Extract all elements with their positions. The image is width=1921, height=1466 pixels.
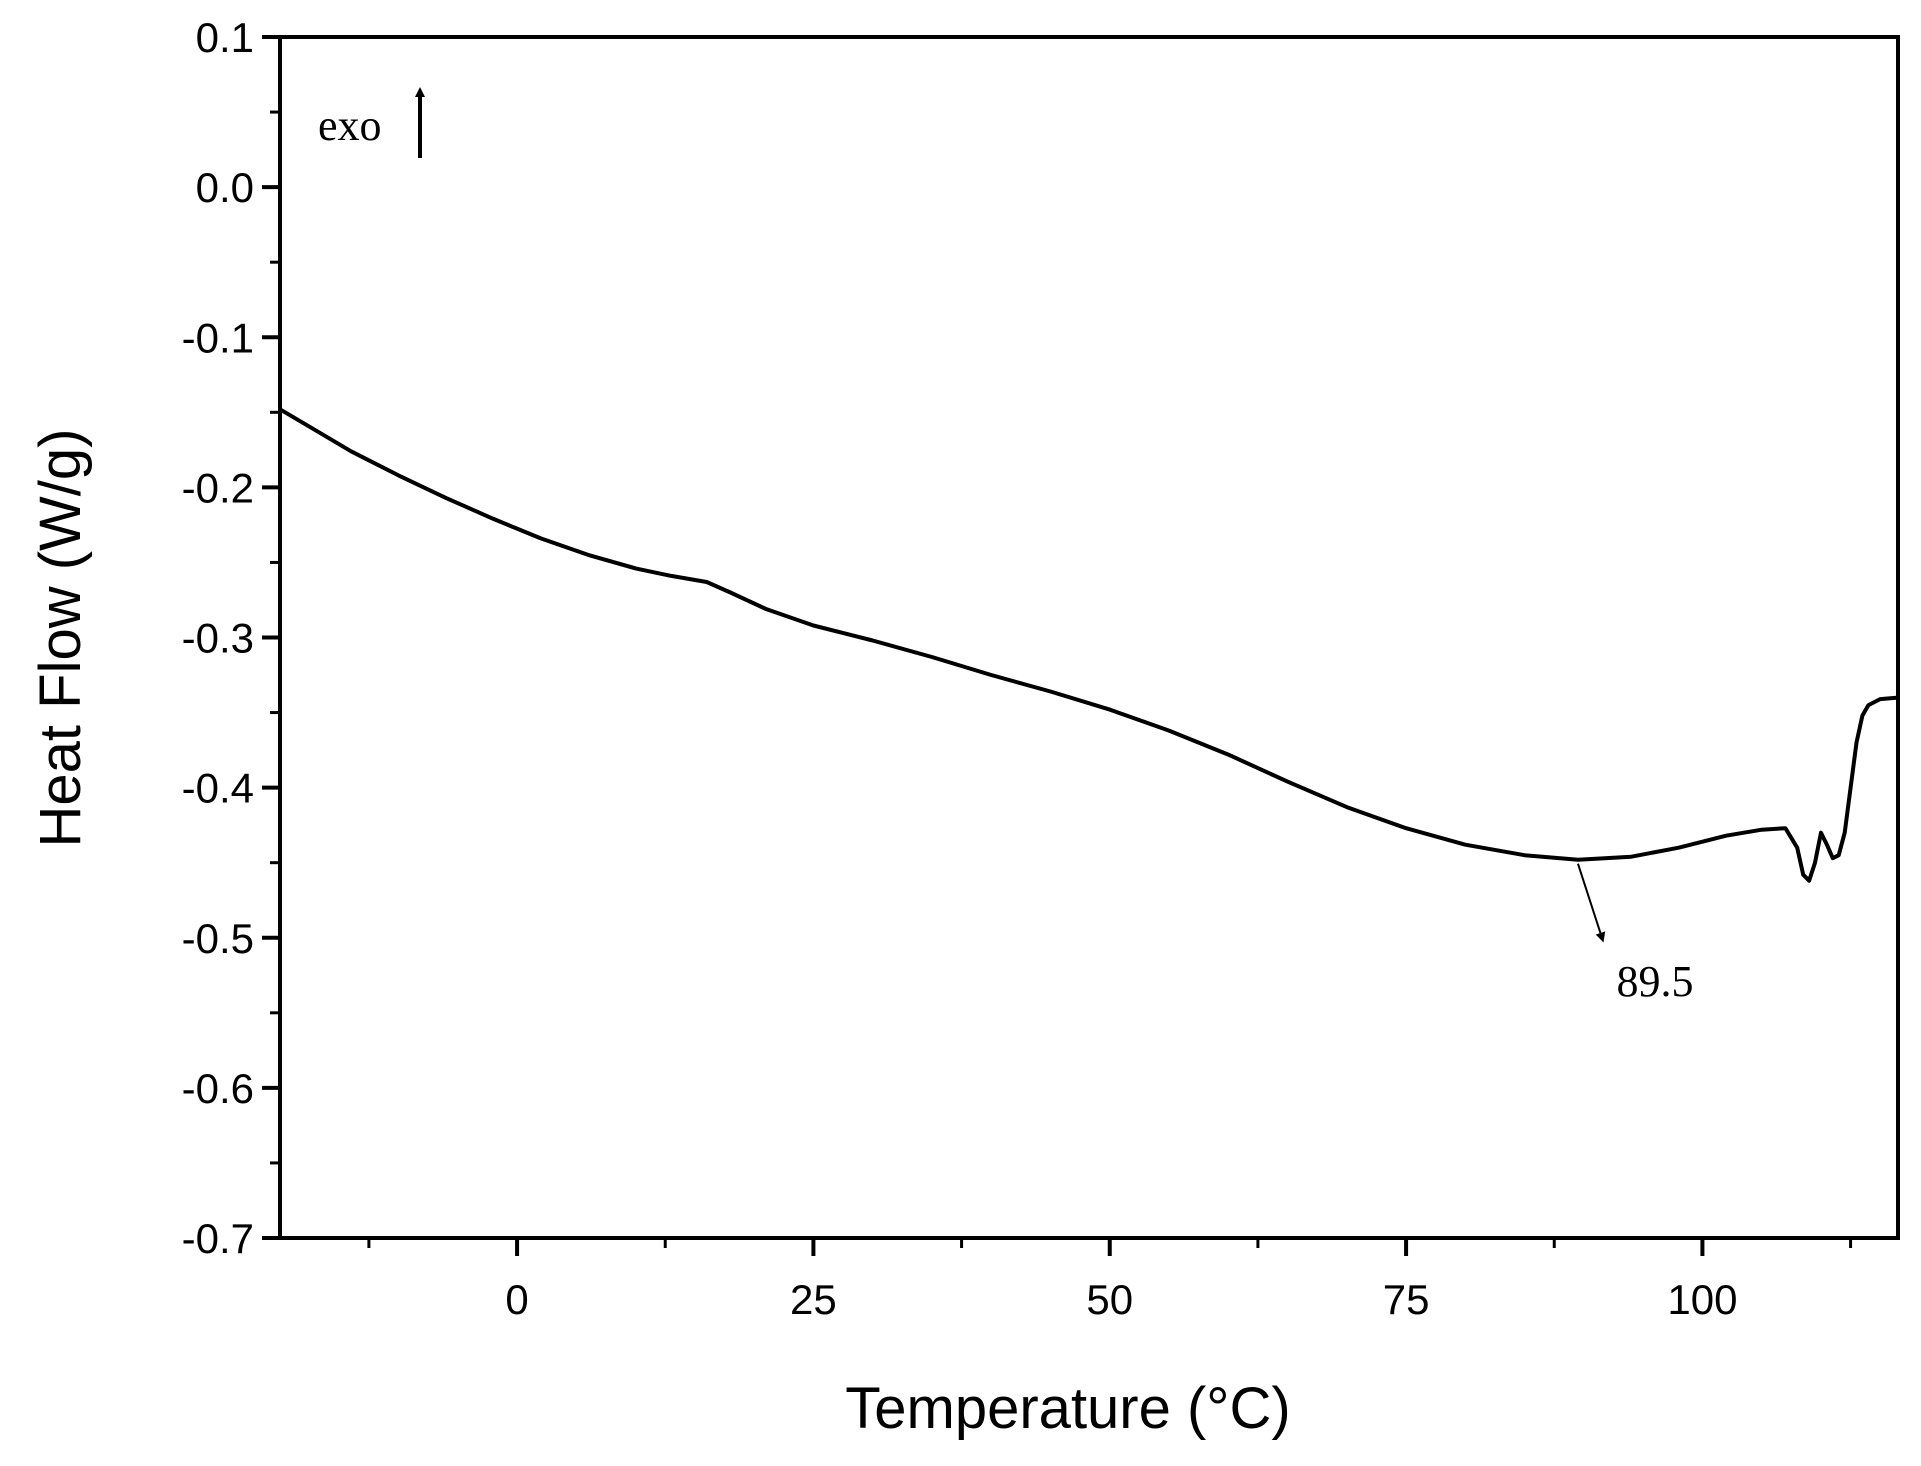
y-tick-label: -0.6: [182, 1065, 254, 1112]
y-axis-label: Heat Flow (W/g): [28, 429, 93, 848]
series-line-dsc-curve: [278, 407, 1899, 883]
x-axis-ticks: 0 25 50 75 100: [367, 1238, 1853, 1323]
y-tick-label: -0.7: [182, 1215, 254, 1262]
y-tick-label: -0.2: [182, 464, 254, 511]
x-axis-label: Temperature (°C): [845, 1376, 1290, 1441]
y-tick-label: -0.5: [182, 915, 254, 962]
y-tick-label: 0.0: [196, 164, 254, 211]
x-tick-label: 0: [505, 1276, 528, 1323]
y-tick-label: -0.3: [182, 615, 254, 662]
exo-annotation: exo: [318, 87, 425, 158]
x-tick-label: 50: [1086, 1276, 1133, 1323]
plot-area-frame: [278, 35, 1900, 1240]
x-tick-label: 25: [790, 1276, 837, 1323]
y-tick-label: 0.1: [196, 14, 254, 61]
peak-arrow-icon: [1577, 863, 1606, 943]
x-tick-label: 100: [1667, 1276, 1737, 1323]
peak-annotation: 89.5: [1577, 863, 1694, 1006]
exo-label: exo: [318, 101, 382, 150]
y-tick-label: -0.1: [182, 314, 254, 361]
peak-value-label: 89.5: [1617, 957, 1694, 1006]
y-axis-ticks: 0.1 0.0 -0.1 -0.2 -0.3 -0.4 -0.5 -0.6 -0.7: [182, 14, 280, 1262]
y-tick-label: -0.4: [182, 765, 254, 812]
x-tick-label: 75: [1383, 1276, 1430, 1323]
